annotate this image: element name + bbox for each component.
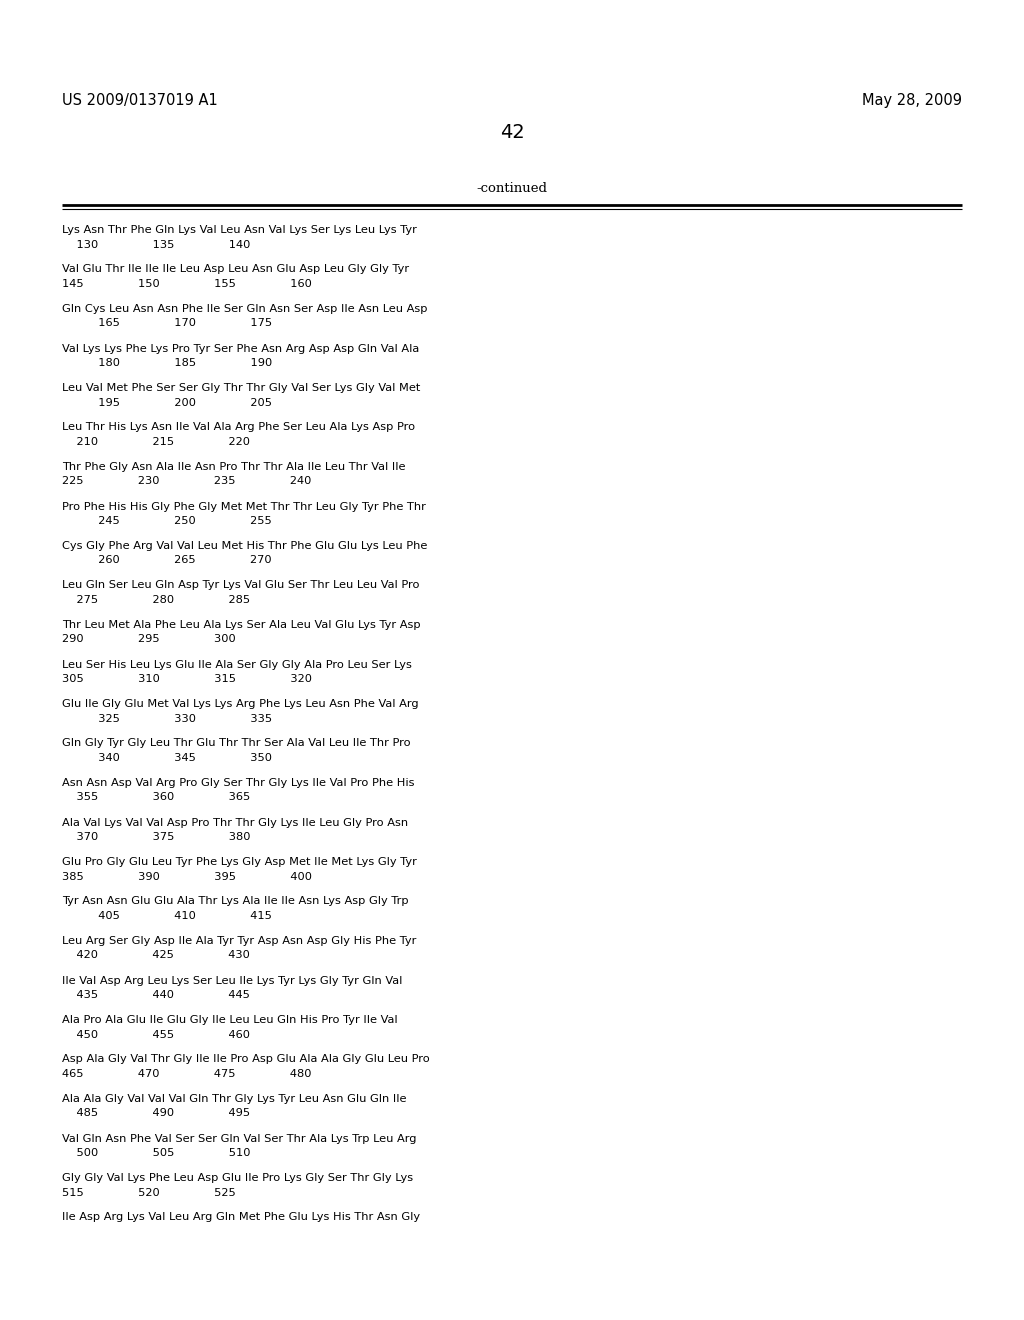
Text: 370               375               380: 370 375 380 xyxy=(62,832,251,842)
Text: 260               265               270: 260 265 270 xyxy=(62,556,271,565)
Text: Tyr Asn Asn Glu Glu Ala Thr Lys Ala Ile Ile Asn Lys Asp Gly Trp: Tyr Asn Asn Glu Glu Ala Thr Lys Ala Ile … xyxy=(62,896,409,907)
Text: Val Lys Lys Phe Lys Pro Tyr Ser Phe Asn Arg Asp Asp Gln Val Ala: Val Lys Lys Phe Lys Pro Tyr Ser Phe Asn … xyxy=(62,343,419,354)
Text: Leu Arg Ser Gly Asp Ile Ala Tyr Tyr Asp Asn Asp Gly His Phe Tyr: Leu Arg Ser Gly Asp Ile Ala Tyr Tyr Asp … xyxy=(62,936,417,946)
Text: Ala Val Lys Val Val Asp Pro Thr Thr Gly Lys Ile Leu Gly Pro Asn: Ala Val Lys Val Val Asp Pro Thr Thr Gly … xyxy=(62,817,409,828)
Text: -continued: -continued xyxy=(476,182,548,195)
Text: Leu Thr His Lys Asn Ile Val Ala Arg Phe Ser Leu Ala Lys Asp Pro: Leu Thr His Lys Asn Ile Val Ala Arg Phe … xyxy=(62,422,415,433)
Text: Thr Phe Gly Asn Ala Ile Asn Pro Thr Thr Ala Ile Leu Thr Val Ile: Thr Phe Gly Asn Ala Ile Asn Pro Thr Thr … xyxy=(62,462,406,473)
Text: Glu Ile Gly Glu Met Val Lys Lys Arg Phe Lys Leu Asn Phe Val Arg: Glu Ile Gly Glu Met Val Lys Lys Arg Phe … xyxy=(62,700,419,709)
Text: Ala Pro Ala Glu Ile Glu Gly Ile Leu Leu Gln His Pro Tyr Ile Val: Ala Pro Ala Glu Ile Glu Gly Ile Leu Leu … xyxy=(62,1015,397,1026)
Text: Leu Gln Ser Leu Gln Asp Tyr Lys Val Glu Ser Thr Leu Leu Val Pro: Leu Gln Ser Leu Gln Asp Tyr Lys Val Glu … xyxy=(62,581,420,590)
Text: 355               360               365: 355 360 365 xyxy=(62,792,250,803)
Text: 435               440               445: 435 440 445 xyxy=(62,990,250,1001)
Text: 290               295               300: 290 295 300 xyxy=(62,635,236,644)
Text: Lys Asn Thr Phe Gln Lys Val Leu Asn Val Lys Ser Lys Leu Lys Tyr: Lys Asn Thr Phe Gln Lys Val Leu Asn Val … xyxy=(62,224,417,235)
Text: 245               250               255: 245 250 255 xyxy=(62,516,271,525)
Text: Asn Asn Asp Val Arg Pro Gly Ser Thr Gly Lys Ile Val Pro Phe His: Asn Asn Asp Val Arg Pro Gly Ser Thr Gly … xyxy=(62,777,415,788)
Text: 340               345               350: 340 345 350 xyxy=(62,752,272,763)
Text: Gly Gly Val Lys Phe Leu Asp Glu Ile Pro Lys Gly Ser Thr Gly Lys: Gly Gly Val Lys Phe Leu Asp Glu Ile Pro … xyxy=(62,1173,413,1183)
Text: 195               200               205: 195 200 205 xyxy=(62,397,272,408)
Text: 275               280               285: 275 280 285 xyxy=(62,595,250,605)
Text: Cys Gly Phe Arg Val Val Leu Met His Thr Phe Glu Glu Lys Leu Phe: Cys Gly Phe Arg Val Val Leu Met His Thr … xyxy=(62,541,427,550)
Text: 500               505               510: 500 505 510 xyxy=(62,1148,251,1158)
Text: Ile Asp Arg Lys Val Leu Arg Gln Met Phe Glu Lys His Thr Asn Gly: Ile Asp Arg Lys Val Leu Arg Gln Met Phe … xyxy=(62,1213,420,1222)
Text: Gln Cys Leu Asn Asn Phe Ile Ser Gln Asn Ser Asp Ile Asn Leu Asp: Gln Cys Leu Asn Asn Phe Ile Ser Gln Asn … xyxy=(62,304,427,314)
Text: Val Glu Thr Ile Ile Ile Leu Asp Leu Asn Glu Asp Leu Gly Gly Tyr: Val Glu Thr Ile Ile Ile Leu Asp Leu Asn … xyxy=(62,264,410,275)
Text: 180               185               190: 180 185 190 xyxy=(62,358,272,368)
Text: Ile Val Asp Arg Leu Lys Ser Leu Ile Lys Tyr Lys Gly Tyr Gln Val: Ile Val Asp Arg Leu Lys Ser Leu Ile Lys … xyxy=(62,975,402,986)
Text: Ala Ala Gly Val Val Val Gln Thr Gly Lys Tyr Leu Asn Glu Gln Ile: Ala Ala Gly Val Val Val Gln Thr Gly Lys … xyxy=(62,1094,407,1104)
Text: 485               490               495: 485 490 495 xyxy=(62,1109,250,1118)
Text: 325               330               335: 325 330 335 xyxy=(62,714,272,723)
Text: 420               425               430: 420 425 430 xyxy=(62,950,250,961)
Text: 130               135               140: 130 135 140 xyxy=(62,239,251,249)
Text: Glu Pro Gly Glu Leu Tyr Phe Lys Gly Asp Met Ile Met Lys Gly Tyr: Glu Pro Gly Glu Leu Tyr Phe Lys Gly Asp … xyxy=(62,857,417,867)
Text: 465               470               475               480: 465 470 475 480 xyxy=(62,1069,311,1078)
Text: 305               310               315               320: 305 310 315 320 xyxy=(62,675,312,684)
Text: Asp Ala Gly Val Thr Gly Ile Ile Pro Asp Glu Ala Ala Gly Glu Leu Pro: Asp Ala Gly Val Thr Gly Ile Ile Pro Asp … xyxy=(62,1055,430,1064)
Text: 515               520               525: 515 520 525 xyxy=(62,1188,236,1197)
Text: Gln Gly Tyr Gly Leu Thr Glu Thr Thr Ser Ala Val Leu Ile Thr Pro: Gln Gly Tyr Gly Leu Thr Glu Thr Thr Ser … xyxy=(62,738,411,748)
Text: Thr Leu Met Ala Phe Leu Ala Lys Ser Ala Leu Val Glu Lys Tyr Asp: Thr Leu Met Ala Phe Leu Ala Lys Ser Ala … xyxy=(62,620,421,630)
Text: 405               410               415: 405 410 415 xyxy=(62,911,272,921)
Text: 145               150               155               160: 145 150 155 160 xyxy=(62,279,312,289)
Text: Leu Ser His Leu Lys Glu Ile Ala Ser Gly Gly Ala Pro Leu Ser Lys: Leu Ser His Leu Lys Glu Ile Ala Ser Gly … xyxy=(62,660,412,669)
Text: Val Gln Asn Phe Val Ser Ser Gln Val Ser Thr Ala Lys Trp Leu Arg: Val Gln Asn Phe Val Ser Ser Gln Val Ser … xyxy=(62,1134,417,1143)
Text: May 28, 2009: May 28, 2009 xyxy=(862,92,962,108)
Text: 165               170               175: 165 170 175 xyxy=(62,318,272,329)
Text: 385               390               395               400: 385 390 395 400 xyxy=(62,871,312,882)
Text: Leu Val Met Phe Ser Ser Gly Thr Thr Gly Val Ser Lys Gly Val Met: Leu Val Met Phe Ser Ser Gly Thr Thr Gly … xyxy=(62,383,421,393)
Text: 450               455               460: 450 455 460 xyxy=(62,1030,250,1040)
Text: Pro Phe His His Gly Phe Gly Met Met Thr Thr Leu Gly Tyr Phe Thr: Pro Phe His His Gly Phe Gly Met Met Thr … xyxy=(62,502,426,511)
Text: 42: 42 xyxy=(500,123,524,143)
Text: 225               230               235               240: 225 230 235 240 xyxy=(62,477,311,487)
Text: 210               215               220: 210 215 220 xyxy=(62,437,250,447)
Text: US 2009/0137019 A1: US 2009/0137019 A1 xyxy=(62,92,218,108)
